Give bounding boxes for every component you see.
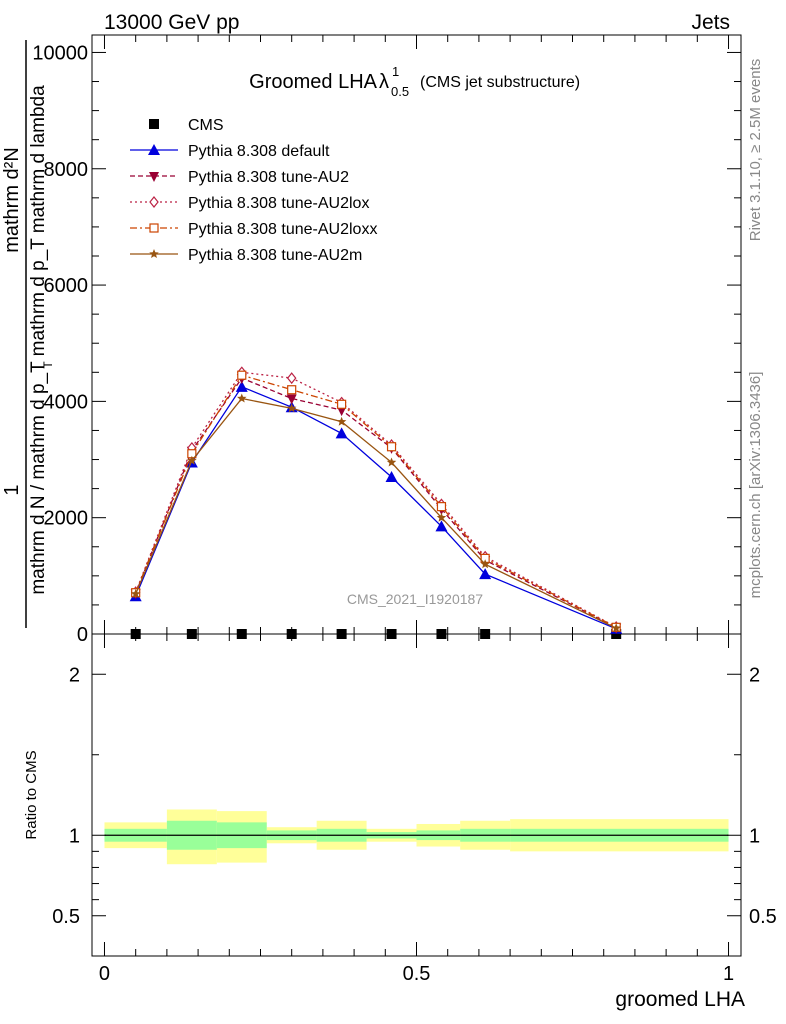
data-point [386, 457, 397, 467]
legend-label: Pythia 8.308 tune-AU2lox [188, 195, 369, 212]
main-y-tick-label: 10000 [32, 42, 88, 64]
data-point [336, 416, 347, 426]
data-point [386, 629, 397, 639]
data-point [236, 629, 247, 639]
plot-title-sub: 0.5 [391, 84, 409, 99]
data-point [235, 380, 248, 392]
data-point [337, 399, 347, 409]
ratio-y-tick-label-right: 0.5 [749, 906, 777, 928]
data-point [187, 455, 197, 465]
legend-entry: Pythia 8.308 default [130, 143, 330, 160]
main-series-layer [129, 366, 623, 639]
data-point [130, 588, 141, 598]
y-label-num: 1 [1, 484, 23, 495]
analysis-watermark: CMS_2021_I1920187 [347, 591, 483, 607]
data-point [435, 520, 448, 532]
legend-label: Pythia 8.308 tune-AU2 [188, 169, 349, 186]
y-label-den-sub: T [41, 361, 55, 369]
data-point [336, 629, 347, 639]
x-axis-label: groomed LHA [615, 988, 745, 1011]
main-y-tick-label: 8000 [44, 159, 89, 181]
data-point [286, 403, 297, 413]
data-point [149, 119, 159, 129]
data-point [149, 223, 159, 233]
main-y-tick-label: 2000 [44, 508, 89, 530]
main-axis-ticks: 0 2000 4000 6000 8000 10000 [32, 35, 741, 646]
y-label-den: mathrm d N / mathrm d p_T mathrm d p_T m… [28, 85, 49, 595]
data-point [287, 385, 297, 395]
ratio-plot-frame [91, 633, 742, 957]
series-line [135, 371, 617, 628]
legend-label: CMS [188, 117, 224, 134]
header-right: Jets [691, 11, 730, 34]
legend: CMS Pythia 8.308 default Pythia 8.308 tune… [130, 117, 377, 264]
ratio-y-label: Ratio to CMS [23, 750, 40, 839]
plot-title-text: Groomed LHA [249, 71, 377, 93]
data-point [237, 393, 247, 403]
ratio-y-tick-label-right: 1 [749, 825, 760, 847]
data-point [436, 629, 447, 639]
ratio-y-tick-label: 1 [69, 825, 80, 847]
header-left: 13000 GeV pp [104, 11, 239, 34]
x-tick-label: 0 [99, 963, 110, 985]
data-point [149, 196, 159, 208]
ratio-bands [104, 809, 729, 865]
data-point [335, 427, 348, 439]
x-tick-label: 0.5 [403, 963, 431, 985]
legend-label: Pythia 8.308 tune-AU2m [188, 247, 362, 264]
plot-title-suffix: (CMS jet substructure) [420, 74, 580, 91]
legend-entry: CMS [149, 117, 224, 134]
data-point [149, 172, 159, 182]
y-axis-label: 1 mathrm d²N mathrm d N / mathrm d p_T m… [1, 40, 55, 628]
ratio-y-tick-label: 2 [69, 664, 80, 686]
series-line [135, 374, 617, 628]
ratio-y-tick-label: 0.5 [52, 906, 80, 928]
data-point [436, 512, 447, 522]
main-y-tick-label: 4000 [44, 391, 89, 413]
legend-entry: Pythia 8.308 tune-AU2loxx [130, 221, 377, 238]
data-point [149, 249, 159, 259]
legend-entry: Pythia 8.308 tune-AU2m [130, 247, 362, 264]
data-point [436, 502, 447, 512]
main-y-tick-label: 0 [77, 624, 88, 646]
plot-title-sup: 1 [392, 64, 399, 79]
legend-label: Pythia 8.308 default [188, 143, 330, 160]
data-point [479, 568, 492, 580]
legend-entry: Pythia 8.308 tune-AU2 [130, 169, 349, 186]
data-point [286, 372, 297, 385]
data-point [237, 370, 247, 380]
ratio-y-tick-label-right: 2 [749, 664, 760, 686]
x-tick-label: 1 [723, 963, 734, 985]
plot-title-symbol: λ [379, 71, 389, 93]
data-point [386, 442, 397, 452]
plot-title: Groomed LHA λ 1 0.5 (CMS jet substructur… [249, 64, 580, 99]
data-point [385, 470, 398, 482]
legend-entry: Pythia 8.308 tune-AU2lox [130, 195, 369, 212]
series-5 [130, 393, 621, 633]
data-point [480, 559, 490, 569]
mcplots-label: mcplots.cern.ch [arXiv:1306.3436] [747, 372, 764, 599]
data-point [611, 629, 622, 639]
rivet-label: Rivet 3.1.10, ≥ 2.5M events [747, 59, 764, 242]
ratio-axis-ticks: 0.5 0.5 1 1 2 2 0 0.5 1 [52, 634, 777, 985]
data-point [286, 394, 297, 405]
legend-label: Pythia 8.308 tune-AU2loxx [188, 221, 377, 238]
data-point [148, 144, 160, 155]
data-point [186, 629, 197, 639]
y-label-num-b: mathrm d²N [1, 147, 23, 253]
data-point [611, 623, 621, 633]
main-y-tick-label: 6000 [44, 275, 89, 297]
data-point [480, 629, 491, 639]
